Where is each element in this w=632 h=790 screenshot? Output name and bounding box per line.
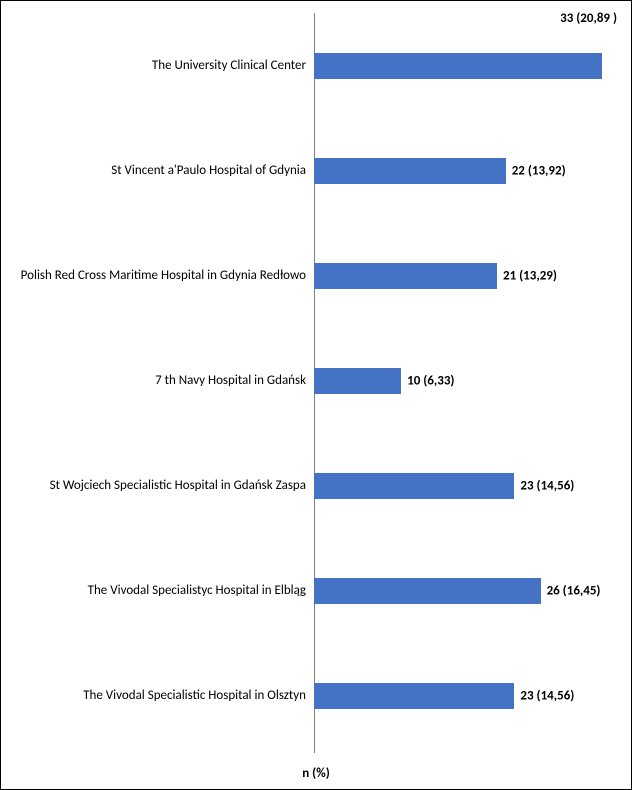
bar xyxy=(314,158,506,184)
value-label: 22 (13,92) xyxy=(512,163,566,178)
value-label: 33 (20,89 ) xyxy=(560,11,617,26)
category-label: 7 th Navy Hospital in Gdańsk xyxy=(1,372,314,388)
plot-area: The University Clinical Center 33 (20,89 … xyxy=(1,13,625,753)
category-label: Polish Red Cross Maritime Hospital in Gd… xyxy=(1,267,314,283)
bar xyxy=(314,473,514,499)
bar xyxy=(314,53,602,79)
category-label: St Wojciech Specialistic Hospital in Gda… xyxy=(1,477,314,493)
chart-row: The Vivodal Specialistic Hospital in Ols… xyxy=(1,643,625,748)
chart-row: Polish Red Cross Maritime Hospital in Gd… xyxy=(1,223,625,328)
bar xyxy=(314,368,401,394)
value-label: 26 (16,45) xyxy=(547,583,601,598)
value-label: 23 (14,56) xyxy=(520,478,574,493)
chart-row: St Wojciech Specialistic Hospital in Gda… xyxy=(1,433,625,538)
chart-row: St Vincent a'Paulo Hospital of Gdynia 22 … xyxy=(1,118,625,223)
category-label: The Vivodal Specialistyc Hospital in Elb… xyxy=(1,582,314,598)
chart-container: The University Clinical Center 33 (20,89 … xyxy=(0,0,632,790)
value-label: 23 (14,56) xyxy=(520,688,574,703)
value-label: 21 (13,29) xyxy=(503,268,557,283)
chart-row: 7 th Navy Hospital in Gdańsk 10 (6,33) xyxy=(1,328,625,433)
chart-row: The University Clinical Center 33 (20,89 … xyxy=(1,13,625,118)
bar xyxy=(314,683,514,709)
chart-row: The Vivodal Specialistyc Hospital in Elb… xyxy=(1,538,625,643)
category-label: The Vivodal Specialistic Hospital in Ols… xyxy=(1,687,314,703)
bar xyxy=(314,578,541,604)
category-label: St Vincent a'Paulo Hospital of Gdynia xyxy=(1,162,314,178)
category-label: The University Clinical Center xyxy=(1,57,314,73)
value-label: 10 (6,33) xyxy=(407,373,454,388)
x-axis-title: n (%) xyxy=(302,766,330,781)
bar xyxy=(314,263,497,289)
